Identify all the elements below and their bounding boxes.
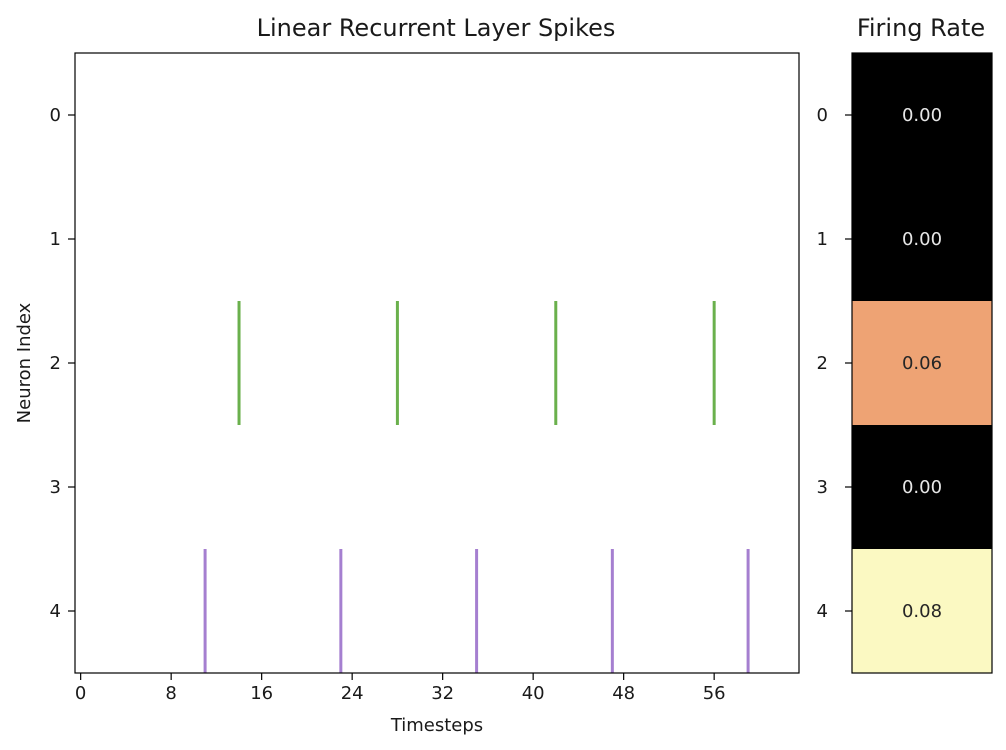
y-tick-label: 3 [50, 477, 61, 498]
y-tick-label: 2 [50, 353, 61, 374]
x-tick-label: 40 [522, 683, 545, 704]
raster-x-axis-label: Timesteps [390, 715, 483, 736]
x-tick-label: 48 [612, 683, 635, 704]
raster-marks [203, 301, 750, 673]
heatmap-cell-3 [852, 425, 992, 549]
x-tick-label: 32 [431, 683, 454, 704]
y-tick-label: 0 [50, 105, 61, 126]
heatmap-cell-2 [852, 301, 992, 425]
raster-title: Linear Recurrent Layer Spikes [257, 14, 616, 42]
heatmap-y-ticks: 0 1 2 3 4 [817, 105, 852, 622]
x-tick-label: 56 [703, 683, 726, 704]
y-tick-label: 1 [50, 229, 61, 250]
heatmap-value-label: 0.06 [902, 353, 942, 374]
y-tick-label: 4 [50, 601, 61, 622]
heatmap-cell-0 [852, 53, 992, 177]
heatmap-y-tick-label: 0 [817, 105, 828, 126]
heatmap-y-tick-label: 2 [817, 353, 828, 374]
heatmap-y-tick-label: 1 [817, 229, 828, 250]
heatmap-cell-4 [852, 549, 992, 673]
raster-x-ticks: 0 8 16 24 32 40 48 56 [75, 673, 726, 704]
x-tick-label: 24 [341, 683, 364, 704]
raster-plot-frame [74, 52, 800, 674]
heatmap-y-tick-label: 4 [817, 601, 828, 622]
heatmap-y-tick-label: 3 [817, 477, 828, 498]
x-tick-label: 8 [165, 683, 176, 704]
heatmap-value-label: 0.00 [902, 477, 942, 498]
heatmap-value-label: 0.00 [902, 229, 942, 250]
heatmap-cells: 0.00 0.00 0.06 0.00 0.08 [852, 53, 992, 673]
raster-y-axis-label: Neuron Index [14, 302, 35, 423]
x-tick-label: 0 [75, 683, 86, 704]
x-tick-label: 16 [250, 683, 273, 704]
raster-y-ticks: 0 1 2 3 4 [50, 105, 75, 622]
heatmap-title: Firing Rate [857, 14, 985, 42]
heatmap-value-label: 0.00 [902, 105, 942, 126]
heatmap-cell-1 [852, 177, 992, 301]
heatmap-value-label: 0.08 [902, 601, 942, 622]
